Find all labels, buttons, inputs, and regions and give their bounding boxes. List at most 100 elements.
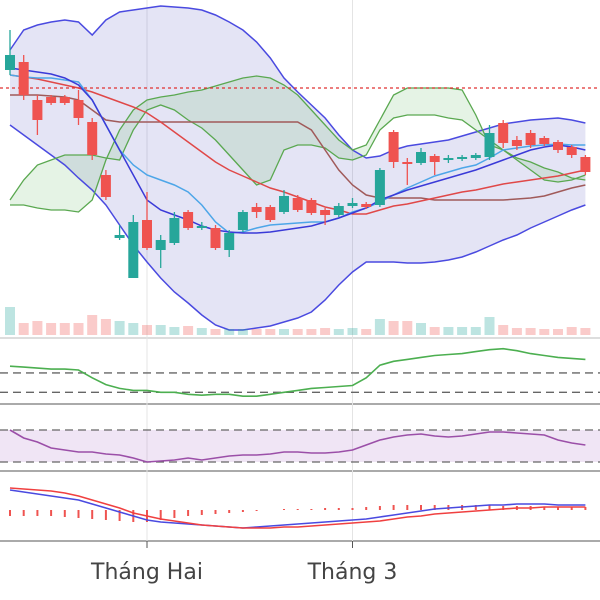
histogram-bar	[310, 509, 313, 510]
candle-body	[142, 220, 152, 248]
histogram-bar	[351, 508, 354, 510]
candle-body	[279, 196, 289, 212]
volume-bar	[183, 326, 194, 335]
volume-bar	[32, 321, 43, 335]
histogram-bar	[557, 507, 559, 510]
candle-body	[457, 157, 468, 159]
volume-bar	[553, 329, 563, 335]
x-tick-label: Tháng Hai	[90, 560, 203, 585]
candle-body	[73, 100, 84, 118]
volume-bar	[142, 325, 152, 335]
candle-body	[128, 222, 139, 278]
candle-body	[525, 133, 536, 145]
histogram-bar	[420, 505, 422, 510]
histogram-bar	[392, 505, 395, 510]
volume-bar	[196, 328, 207, 335]
volume-bar	[155, 325, 166, 335]
x-tick-label: Tháng 3	[307, 560, 398, 585]
volume-bar	[46, 323, 57, 335]
volume-bar	[457, 327, 468, 335]
volume-bar	[511, 328, 522, 335]
volume-bar	[224, 329, 235, 335]
volume-bar	[279, 329, 289, 335]
candle-body	[59, 97, 70, 103]
volume-bar	[470, 327, 481, 335]
histogram-bar	[104, 510, 107, 520]
volume-bar	[306, 329, 317, 335]
volume-bar	[210, 329, 221, 335]
volume-bar	[5, 307, 15, 335]
overlay-line	[9, 67, 586, 234]
volume-bar	[333, 329, 344, 335]
volume-bar	[388, 321, 399, 335]
volume-bar	[169, 327, 180, 335]
histogram-bar	[378, 506, 381, 510]
histogram-bar	[584, 507, 587, 510]
candle-body	[183, 212, 194, 228]
histogram-bar	[570, 507, 573, 510]
histogram-bar	[283, 509, 285, 510]
candle-body	[333, 206, 344, 215]
band-lower	[9, 124, 586, 331]
candle-body	[347, 203, 358, 206]
histogram-bar	[255, 510, 258, 511]
volume-bar	[114, 321, 125, 335]
volume-bar	[18, 323, 29, 335]
histogram-bar	[228, 510, 231, 513]
candle-body	[511, 140, 522, 146]
indicator-line	[9, 429, 586, 463]
candle-body	[374, 170, 385, 205]
candle-body	[470, 155, 481, 158]
histogram-bar	[214, 510, 217, 514]
volume-bar	[429, 327, 440, 335]
candle-body	[224, 233, 235, 250]
candle-body	[265, 207, 276, 220]
volume-bar	[566, 327, 577, 335]
histogram-bar	[118, 510, 121, 521]
main-panel: Tháng Hai Tháng 3	[0, 0, 600, 585]
histogram-bar	[22, 510, 25, 516]
histogram-bar	[63, 510, 66, 517]
volume-bar	[251, 329, 262, 335]
histogram-bar	[406, 505, 409, 510]
histogram-bar	[433, 505, 436, 510]
volume-bar	[265, 329, 276, 335]
candle-body	[429, 156, 440, 162]
volume-bar	[320, 328, 331, 335]
candle-body	[100, 175, 111, 197]
volume-bar	[443, 327, 454, 335]
volume-bar	[100, 319, 111, 335]
overlay-line	[10, 94, 586, 201]
histogram-bar	[488, 505, 491, 510]
volume-bar	[73, 323, 84, 335]
histogram-bar	[173, 510, 176, 518]
histogram-bar	[9, 510, 11, 516]
cloud	[10, 76, 586, 212]
bollinger-band	[10, 6, 586, 330]
candle-body	[498, 123, 509, 143]
histogram-bar	[324, 508, 327, 510]
candle-body	[443, 158, 454, 160]
histogram-bar	[474, 505, 477, 510]
volume-bar	[416, 323, 426, 335]
volume-bar	[59, 323, 70, 335]
candle-body	[210, 228, 221, 248]
volume-bar	[87, 315, 98, 335]
candle-body	[32, 100, 43, 120]
candle-body	[402, 162, 413, 164]
candle-body	[484, 133, 495, 157]
volume-bar	[484, 317, 495, 335]
level-band	[0, 430, 600, 462]
candle-body	[169, 218, 180, 243]
volume-bar	[237, 329, 248, 335]
volume-bar	[498, 325, 509, 335]
histogram-bar	[77, 510, 80, 518]
candle-body	[416, 152, 426, 163]
volume-bar	[580, 328, 591, 335]
volume-bar	[525, 328, 536, 335]
volume-bar	[402, 321, 413, 335]
histogram-bar	[91, 510, 94, 519]
histogram-bar	[50, 510, 53, 516]
histogram-bar	[543, 507, 546, 510]
